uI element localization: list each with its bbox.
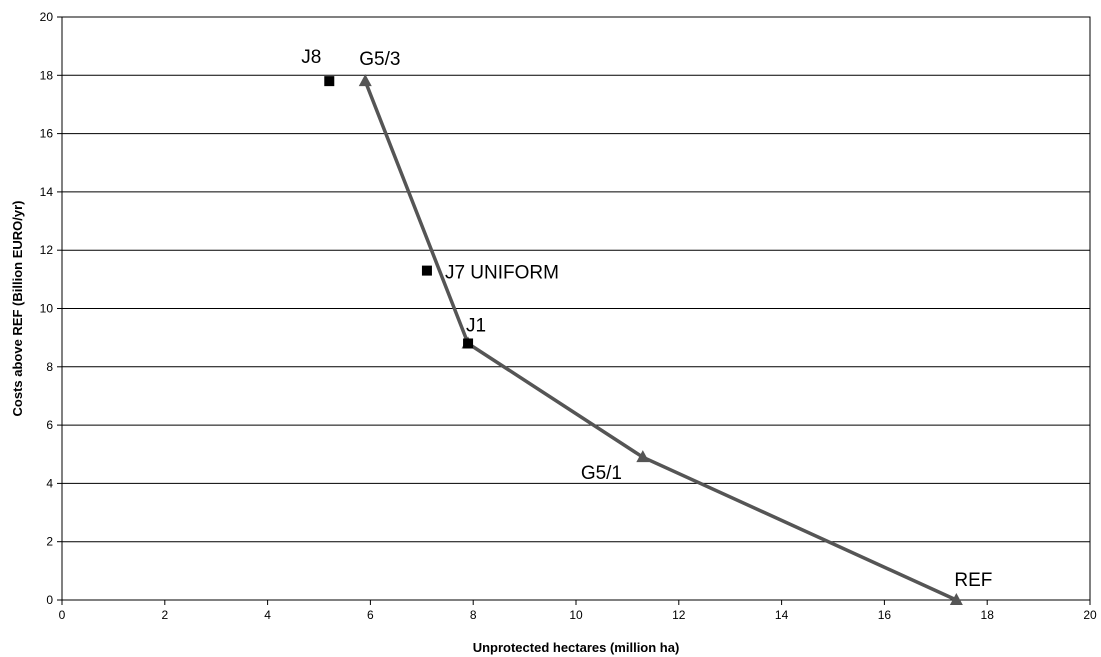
gridlines [61, 16, 1091, 601]
y-tick-label: 20 [40, 10, 54, 24]
x-tick-label: 4 [264, 608, 271, 622]
y-tick-label: 10 [40, 302, 54, 316]
x-tick-label: 2 [161, 608, 168, 622]
y-tick-label: 8 [46, 360, 53, 374]
x-tick-label: 20 [1083, 608, 1097, 622]
label-j1: J1 [466, 315, 486, 336]
axes: 0 2 4 6 8 10 12 14 16 18 20 0 2 4 6 8 10 12 14 16 18 20 [40, 10, 1097, 622]
point-ref-triangle [949, 593, 963, 605]
y-tick-label: 16 [40, 127, 54, 141]
y-tick-label: 18 [40, 68, 54, 82]
y-tick-label: 2 [46, 535, 53, 549]
x-tick-label: 8 [470, 608, 477, 622]
label-ref: REF [954, 570, 992, 591]
point-j1-square [463, 338, 474, 349]
x-tick-label: 10 [569, 608, 583, 622]
label-j8: J8 [301, 47, 321, 68]
y-tick-label: 4 [46, 476, 53, 490]
label-j7-uniform: J7 UNIFORM [445, 263, 559, 284]
series-line [363, 80, 958, 602]
y-tick-label: 6 [46, 418, 53, 432]
y-tick-label: 0 [46, 593, 53, 607]
point-g5-1-triangle [636, 450, 650, 463]
point-j7-uniform-square [421, 265, 432, 276]
x-tick-label: 16 [878, 608, 892, 622]
x-tick-label: 6 [367, 608, 374, 622]
label-g5-3: G5/3 [359, 49, 400, 70]
x-tick-label: 0 [59, 608, 66, 622]
y-tick-label: 12 [40, 243, 54, 257]
x-tick-label: 12 [672, 608, 686, 622]
point-j8-square [324, 76, 335, 87]
x-tick-label: 18 [981, 608, 995, 622]
point-labels: G5/3 G5/1 REF J8 J7 UNIFORM J1 [301, 47, 992, 591]
series [324, 74, 963, 605]
point-g5-3-triangle [358, 74, 372, 87]
x-axis-title: Unprotected hectares (million ha) [473, 640, 680, 655]
y-tick-label: 14 [40, 185, 54, 199]
x-tick-label: 14 [775, 608, 789, 622]
y-axis-title: Costs above REF (Billion EURO/yr) [10, 201, 25, 417]
label-g5-1: G5/1 [581, 463, 622, 484]
